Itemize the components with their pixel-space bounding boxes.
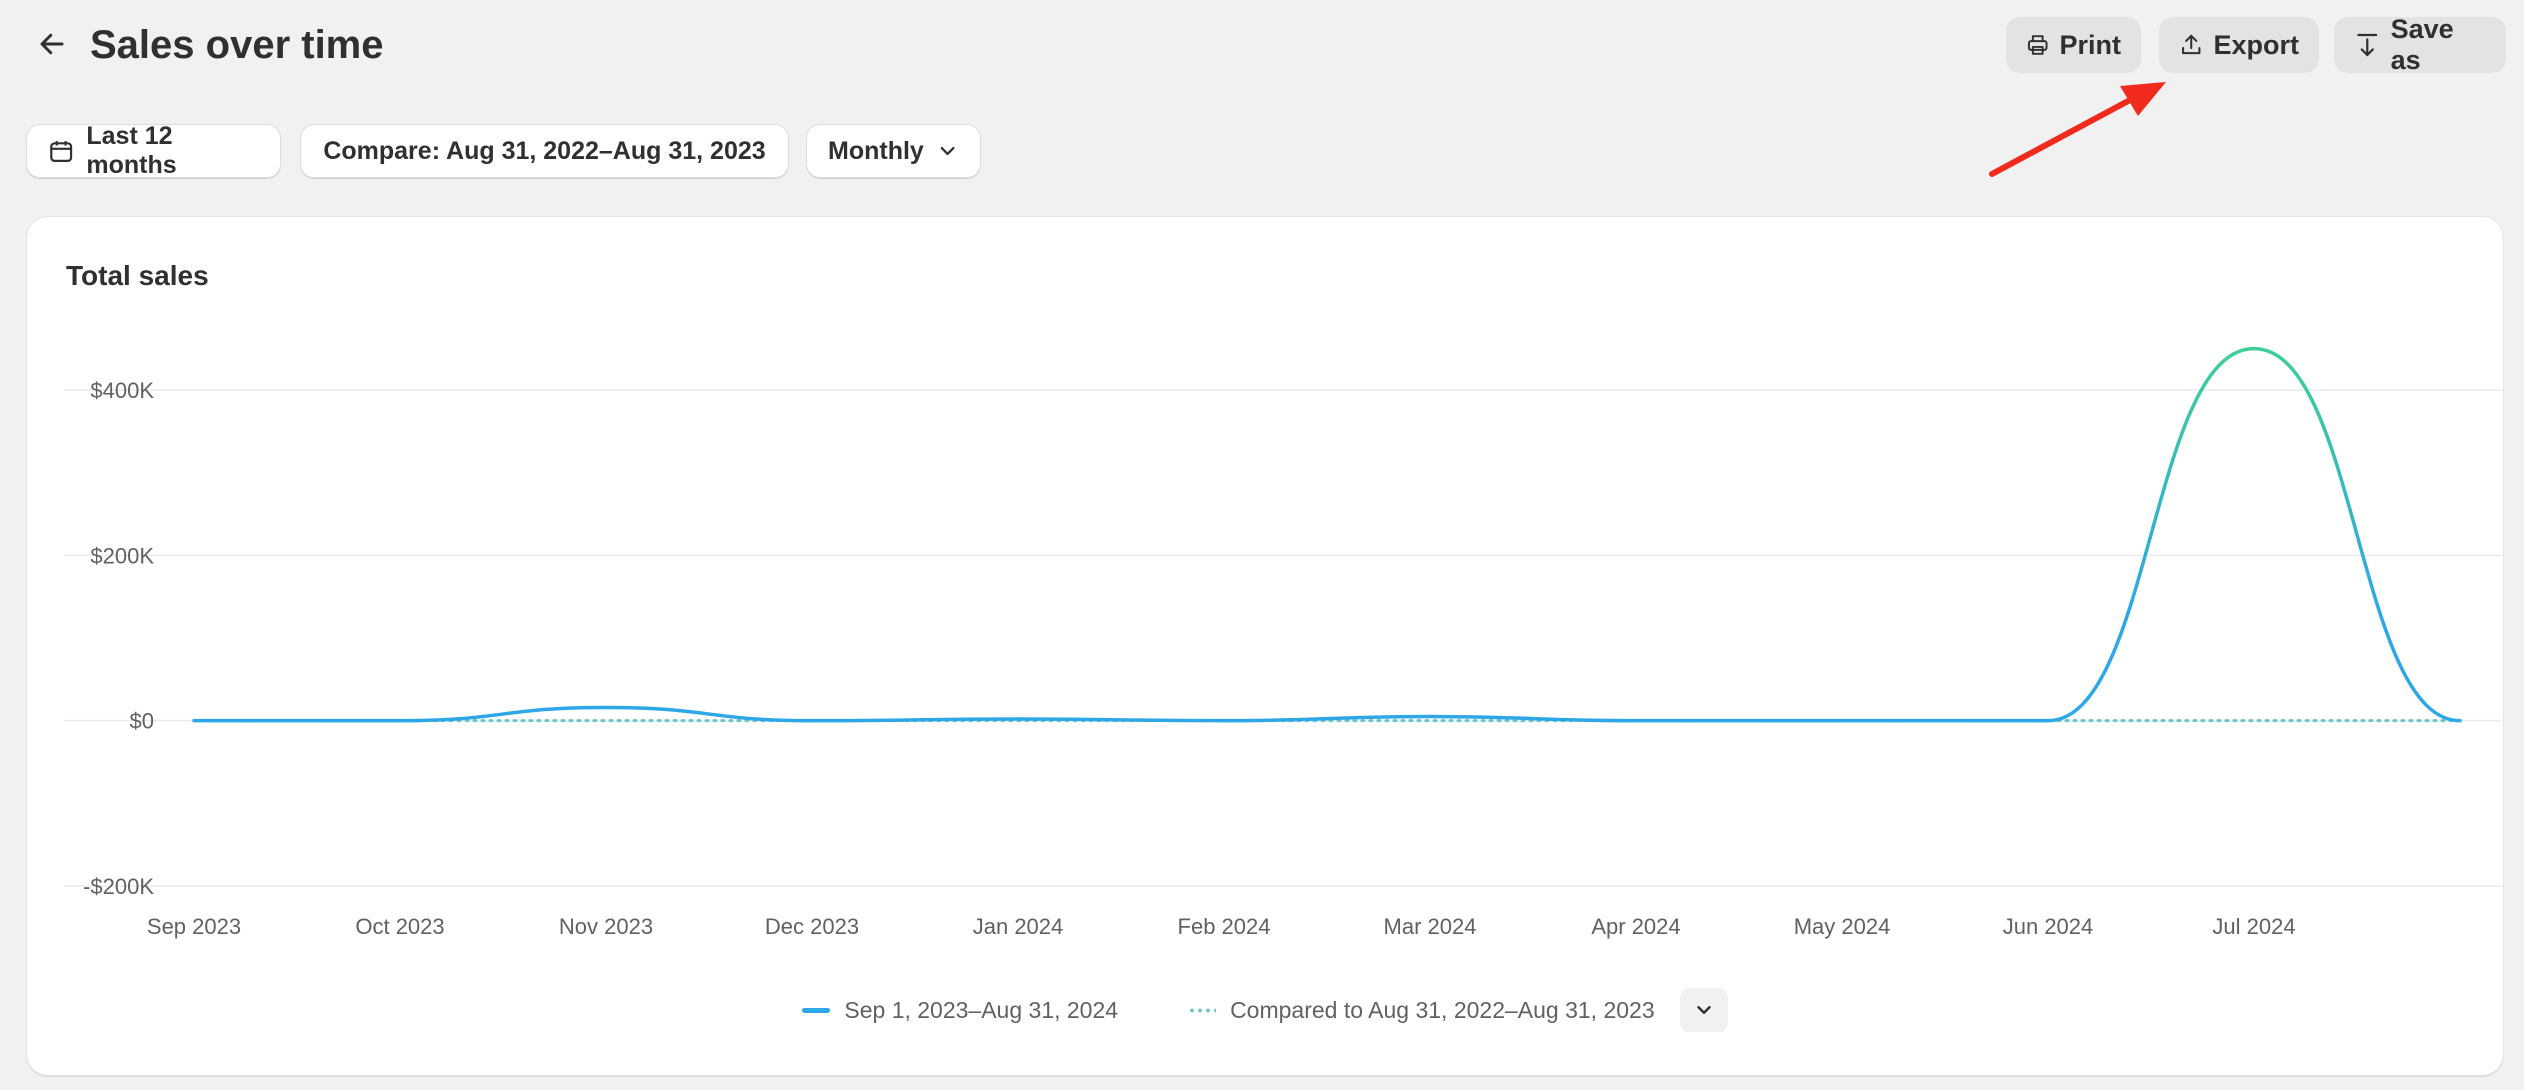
legend-item-compare[interactable]: Compared to Aug 31, 2022–Aug 31, 2023	[1188, 997, 1655, 1024]
legend-item-current[interactable]: Sep 1, 2023–Aug 31, 2024	[802, 997, 1118, 1024]
x-tick-label: Sep 2023	[147, 914, 241, 939]
x-tick-label: Mar 2024	[1384, 914, 1477, 939]
x-tick-label: Feb 2024	[1178, 914, 1271, 939]
x-tick-label: Jul 2024	[2212, 914, 2295, 939]
current-series-line	[192, 346, 2462, 723]
arrow-left-icon	[40, 33, 64, 55]
x-tick-label: May 2024	[1794, 914, 1891, 939]
x-tick-label: Apr 2024	[1591, 914, 1680, 939]
y-tick-label: $400K	[90, 378, 154, 403]
y-tick-label: $0	[130, 709, 154, 734]
date-range-label: Last 12 months	[86, 122, 177, 179]
chart-title: Total sales	[66, 260, 209, 291]
annotation-arrow	[1989, 82, 2166, 177]
legend-expand-button[interactable]	[1679, 988, 1728, 1032]
print-button[interactable]: Print	[2006, 17, 2141, 73]
legend-label-compare: Compared to Aug 31, 2022–Aug 31, 2023	[1230, 996, 1655, 1023]
page-title: Sales over time	[90, 23, 384, 67]
save-as-label: Save as	[2390, 14, 2454, 75]
save-as-button[interactable]: Save as	[2334, 14, 2506, 75]
y-tick-label: $200K	[90, 543, 154, 568]
chevron-down-icon	[1696, 1006, 1711, 1014]
legend-swatch-solid	[802, 1007, 831, 1013]
compare-label: Compare: Aug 31, 2022–Aug 31, 2023	[323, 136, 766, 165]
x-tick-label: Nov 2023	[559, 914, 653, 939]
back-button[interactable]	[30, 22, 74, 66]
date-range-button[interactable]: Last 12 months	[26, 122, 281, 179]
x-tick-label: Oct 2023	[355, 914, 444, 939]
printer-icon	[2027, 35, 2048, 55]
sales-line-chart: $400K $200K $0 -$200K Sep 2023 Oct 2023 Nov 2…	[64, 346, 2504, 939]
total-sales-card: Total sales $400K $200K $0 -$200K Sep 2023 O…	[26, 216, 2504, 1076]
upload-icon	[2182, 34, 2201, 55]
chevron-down-icon	[940, 146, 955, 156]
y-tick-label: -$200K	[83, 874, 154, 899]
export-button[interactable]: Export	[2159, 17, 2319, 73]
print-label: Print	[2059, 29, 2121, 60]
legend-swatch-dotted	[1188, 1007, 1217, 1013]
granularity-dropdown[interactable]: Monthly	[806, 124, 981, 178]
legend-label-current: Sep 1, 2023–Aug 31, 2024	[844, 996, 1119, 1023]
x-tick-label: Jan 2024	[973, 914, 1064, 939]
x-tick-label: Dec 2023	[765, 914, 859, 939]
page-header: Sales over time Print Export Save as	[0, 0, 2524, 90]
chart-legend: Sep 1, 2023–Aug 31, 2024 Compared to Aug…	[26, 988, 2504, 1032]
compare-button[interactable]: Compare: Aug 31, 2022–Aug 31, 2023	[300, 124, 789, 178]
x-tick-label: Jun 2024	[2003, 914, 2094, 939]
save-down-icon	[2357, 33, 2378, 57]
export-label: Export	[2213, 29, 2299, 60]
calendar-icon	[50, 141, 73, 162]
granularity-label: Monthly	[828, 136, 924, 165]
